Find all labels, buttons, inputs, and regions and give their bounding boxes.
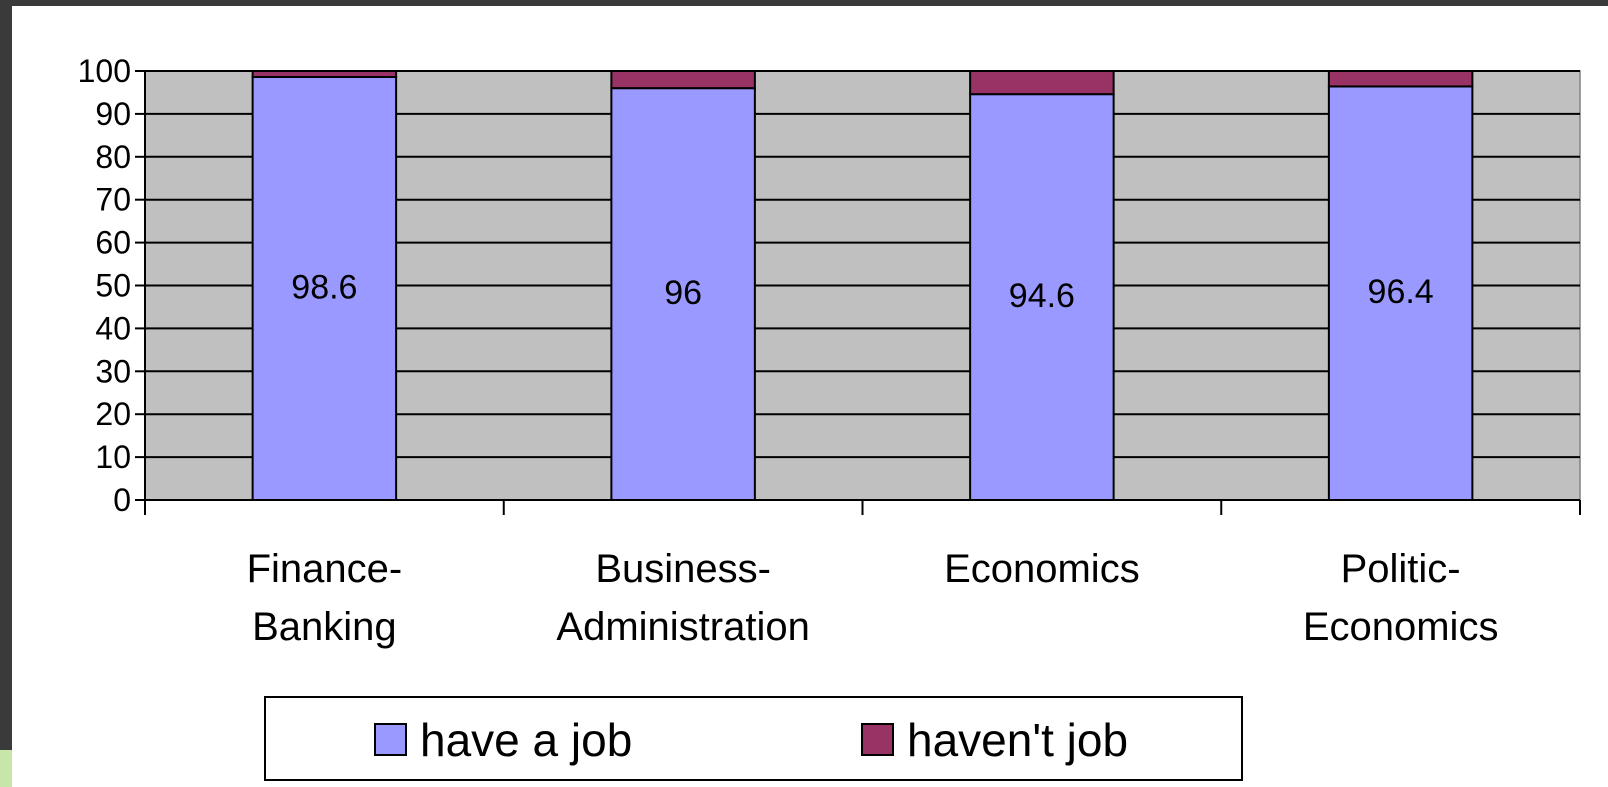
x-axis-category-label: Politic- xyxy=(1341,547,1461,591)
data-label: 98.6 xyxy=(291,269,357,307)
legend-swatch xyxy=(861,723,894,756)
y-axis-tick-label: 20 xyxy=(95,396,131,432)
legend-label: haven't job xyxy=(907,714,1128,766)
y-axis-tick-label: 30 xyxy=(95,353,131,389)
bars xyxy=(251,70,1474,502)
data-label: 94.6 xyxy=(1009,277,1075,315)
y-axis-tick-label: 70 xyxy=(95,182,131,218)
x-axis-category-label: Business- xyxy=(595,547,771,591)
bar-segment-havent-job xyxy=(251,70,398,79)
legend-label: have a job xyxy=(420,714,632,766)
x-axis-category-label: Economics xyxy=(944,547,1140,591)
bar-segment-havent-job xyxy=(610,70,756,90)
x-axis-tick-labels: Finance- Banking Business- Administration Ec… xyxy=(247,547,1499,649)
y-axis-tick-label: 90 xyxy=(95,96,131,132)
y-axis-tick-label: 50 xyxy=(95,268,131,304)
x-axis-category-label: Banking xyxy=(252,605,397,649)
data-label: 96 xyxy=(664,274,702,312)
bar-segment-have-a-job xyxy=(1327,85,1474,501)
x-axis-category-label: Economics xyxy=(1303,605,1499,649)
x-axis-category-label: Administration xyxy=(556,605,809,649)
y-axis-tick-label: 60 xyxy=(95,225,131,261)
bar-segment-havent-job xyxy=(1327,70,1474,88)
y-axis-tick-label: 80 xyxy=(95,139,131,175)
y-axis-tick-label: 0 xyxy=(113,482,131,518)
axes xyxy=(135,70,1581,515)
y-axis-tick-labels: 0 10 20 30 40 50 60 70 80 90 100 xyxy=(78,53,131,518)
legend-swatch xyxy=(374,723,407,756)
legend-box xyxy=(264,696,1243,781)
y-axis-tick-label: 40 xyxy=(95,310,131,346)
x-axis-category-label: Finance- xyxy=(247,547,403,591)
data-labels: 98.6 96 94.6 96.4 xyxy=(291,269,1433,316)
slide-accent-bar xyxy=(0,750,12,787)
bar-segment-havent-job xyxy=(969,70,1115,96)
y-axis-tick-label: 100 xyxy=(78,53,131,89)
data-label: 96.4 xyxy=(1368,273,1434,311)
y-axis-tick-label: 10 xyxy=(95,439,131,475)
legend: have a job haven't job xyxy=(264,696,1243,781)
